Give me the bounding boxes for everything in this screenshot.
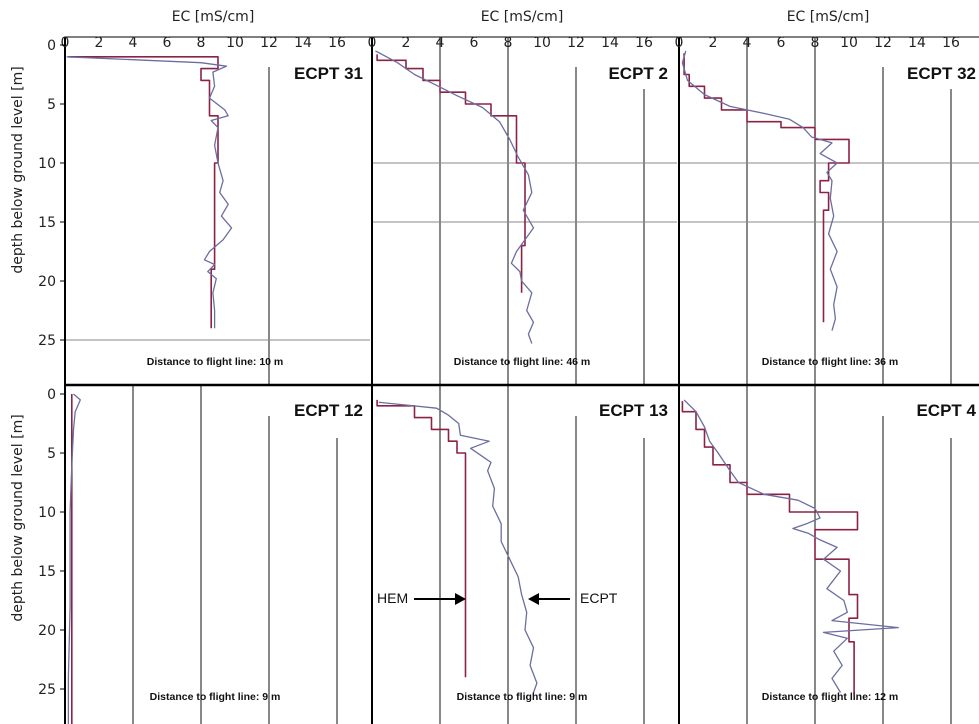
x-tick-label: 8 [197, 35, 206, 51]
y-tick-label: 5 [47, 97, 56, 113]
distance-label-1: Distance to flight line: 10 m [147, 356, 284, 368]
panel-title-5: ECPT 13 [599, 401, 668, 420]
hem-annotation: HEM [377, 590, 466, 606]
y-axis-label-top: depth below ground level [m] [10, 66, 26, 273]
series-ecpt-ecpt-12 [67, 393, 81, 724]
series-hem-ecpt-31 [68, 55, 219, 329]
series-ecpt-ecpt-4 [683, 399, 899, 693]
series-ecpt-ecpt-2 [375, 50, 535, 344]
y-tick-label: 0 [47, 38, 56, 54]
x-tick-label: 10 [533, 35, 551, 51]
x-axis-label-2: EC [mS/cm] [481, 9, 564, 25]
x-axis-label-1: EC [mS/cm] [172, 9, 255, 25]
x-tick-label: 16 [328, 35, 346, 51]
profile-curves [66, 50, 899, 724]
x-tick-label: 4 [743, 35, 752, 51]
x-tick-label: 2 [402, 35, 411, 51]
y-tick-label: 15 [38, 564, 56, 580]
panel-title-4: ECPT 12 [294, 401, 363, 420]
series-hem-ecpt-13 [376, 399, 467, 678]
ecpt-annotation-label: ECPT [580, 590, 618, 606]
hem-annotation-arrow-head [455, 593, 466, 605]
y-tick-label: 15 [38, 215, 56, 231]
y-tick-label: 0 [47, 387, 56, 403]
x-tick-label: 0 [675, 35, 684, 51]
x-axis-label-3: EC [mS/cm] [787, 9, 870, 25]
x-tick-label: 2 [709, 35, 718, 51]
x-tick-label: 4 [129, 35, 138, 51]
x-tick-label: 12 [874, 35, 892, 51]
x-tick-label: 10 [226, 35, 244, 51]
y-tick-label: 20 [38, 274, 56, 290]
x-tick-label: 14 [294, 35, 312, 51]
x-tick-label: 10 [840, 35, 858, 51]
panel-title-2: ECPT 2 [608, 64, 668, 83]
x-tick-label: 6 [470, 35, 479, 51]
ecpt-annotation-arrow-head [528, 593, 539, 605]
tick-labels: 0 2 4 6 8 10 12 14 16 0 2 4 6 8 10 12 14 16 0 2 4 6 8 10 12 14 16 0… [38, 35, 960, 698]
x-tick-label: 16 [635, 35, 653, 51]
x-tick-label: 0 [61, 35, 70, 51]
series-hem-ecpt-4 [681, 401, 859, 695]
panel-frames [64, 36, 979, 724]
x-tick-label: 14 [601, 35, 619, 51]
x-tick-label: 14 [908, 35, 926, 51]
y-tick-label: 25 [38, 682, 56, 698]
x-tick-label: 12 [260, 35, 278, 51]
series-ecpt-ecpt-32 [681, 50, 838, 331]
x-tick-label: 8 [504, 35, 513, 51]
series-ecpt-ecpt-31 [66, 56, 233, 329]
distance-label-4: Distance to flight line: 9 m [150, 691, 281, 703]
x-tick-label: 12 [567, 35, 585, 51]
panel-title-1: ECPT 31 [294, 64, 363, 83]
panel-title-3: ECPT 32 [907, 64, 976, 83]
distance-label-5: Distance to flight line: 9 m [457, 691, 588, 703]
series-hem-ecpt-2 [376, 54, 526, 293]
x-tick-label: 2 [95, 35, 104, 51]
x-tick-label: 8 [811, 35, 820, 51]
series-hem-ecpt-32 [683, 53, 850, 323]
ecpt-annotation: ECPT [528, 590, 618, 606]
y-tick-label: 5 [47, 446, 56, 462]
y-axis-label-bottom: depth below ground level [m] [10, 414, 26, 621]
series-ecpt-ecpt-13 [378, 401, 538, 693]
hem-annotation-label: HEM [377, 590, 408, 606]
panel-title-6: ECPT 4 [916, 401, 976, 420]
distance-label-6: Distance to flight line: 12 m [762, 691, 899, 703]
x-tick-label: 4 [436, 35, 445, 51]
distance-label-2: Distance to flight line: 46 m [454, 356, 591, 368]
x-tick-label: 6 [777, 35, 786, 51]
y-tick-label: 10 [38, 156, 56, 172]
x-tick-label: 0 [368, 35, 377, 51]
y-tick-label: 10 [38, 505, 56, 521]
y-tick-label: 25 [38, 333, 56, 349]
x-tick-label: 6 [163, 35, 172, 51]
x-tick-label: 16 [942, 35, 960, 51]
distance-label-3: Distance to flight line: 36 m [762, 356, 899, 368]
y-tick-label: 20 [38, 623, 56, 639]
vertical-gridlines [132, 37, 952, 724]
